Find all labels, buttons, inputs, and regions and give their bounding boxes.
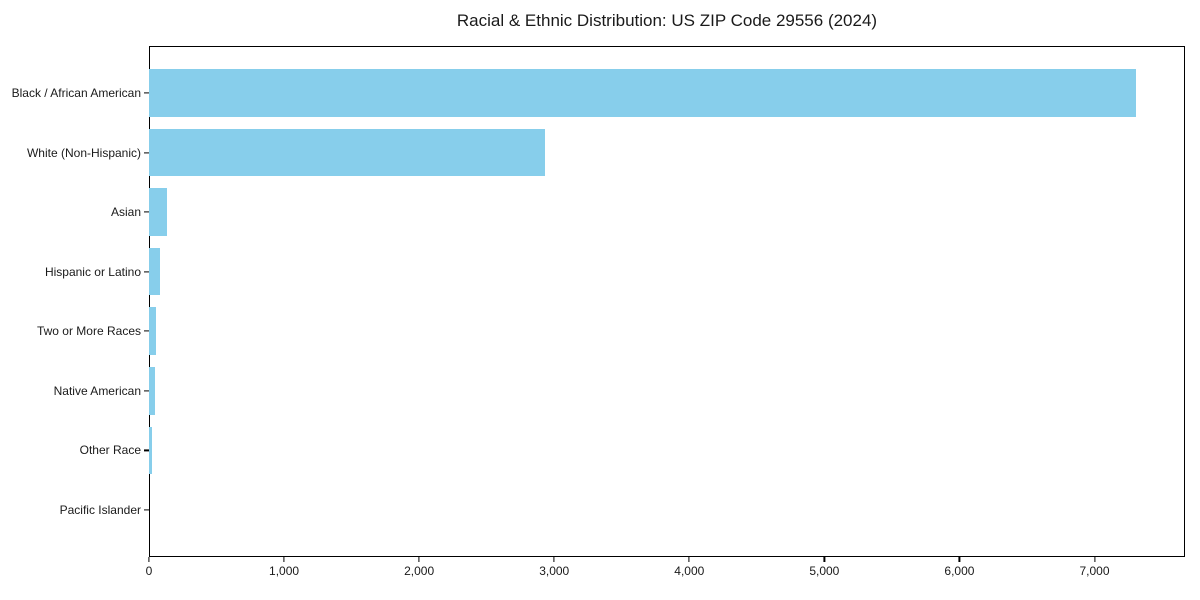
bar-asian — [149, 188, 168, 236]
x-axis-label: 6,000 — [944, 564, 975, 578]
y-axis-label: Native American — [53, 383, 141, 398]
y-tick-mark — [144, 390, 149, 392]
x-tick-mark — [418, 557, 420, 562]
x-axis-label: 1,000 — [269, 564, 300, 578]
chart-title: Racial & Ethnic Distribution: US ZIP Cod… — [456, 11, 878, 30]
plot-area — [149, 46, 1185, 557]
y-axis-label: Pacific Islander — [59, 502, 141, 517]
y-axis-label: Hispanic or Latino — [44, 264, 141, 279]
x-axis-label: 7,000 — [1079, 564, 1110, 578]
y-tick-mark — [144, 151, 149, 154]
bar-other-race — [149, 426, 152, 475]
x-axis-label: 5,000 — [809, 564, 840, 578]
y-tick-mark — [144, 330, 149, 332]
y-tick-mark — [144, 92, 149, 94]
y-tick-mark — [144, 271, 149, 273]
y-axis-label: Two or More Races — [36, 324, 141, 339]
x-axis-label: 4,000 — [674, 564, 705, 578]
bar-two-or-more-races — [149, 307, 157, 356]
x-tick-mark — [148, 557, 150, 562]
y-tick-mark — [144, 449, 149, 451]
x-tick-mark — [688, 557, 690, 562]
bar-white-non-hispanic — [149, 128, 545, 177]
x-axis-label: 0 — [145, 564, 153, 578]
y-axis-label: Other Race — [79, 443, 141, 458]
bar-native-american — [149, 367, 155, 415]
x-tick-mark — [553, 557, 555, 562]
y-tick-mark — [144, 211, 149, 213]
x-tick-mark — [1093, 557, 1096, 562]
y-axis-label: White (Non-Hispanic) — [26, 145, 141, 160]
bar-hispanic-or-latino — [149, 247, 160, 296]
x-axis-label: 2,000 — [404, 564, 435, 578]
y-axis-label: Asian — [110, 205, 141, 220]
y-tick-mark — [144, 509, 149, 511]
x-tick-mark — [823, 557, 825, 562]
x-tick-mark — [958, 557, 961, 562]
y-axis-label: Black / African American — [11, 86, 141, 100]
x-axis-label: 3,000 — [539, 564, 570, 578]
x-tick-mark — [283, 557, 285, 562]
bar-black-african-american — [149, 69, 1136, 117]
